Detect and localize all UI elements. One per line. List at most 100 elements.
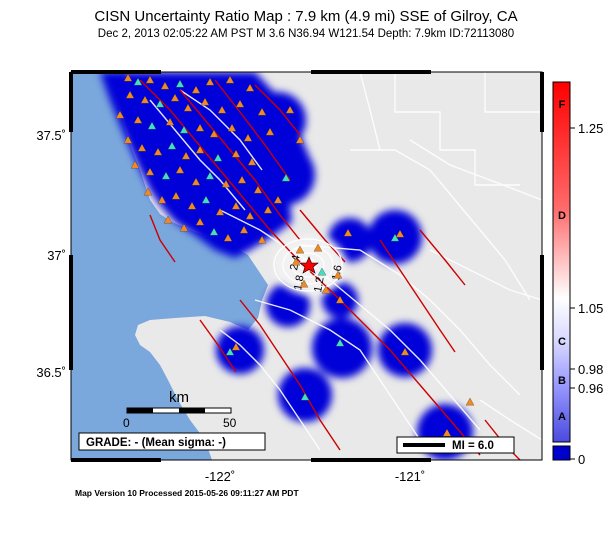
seismic-station-marker bbox=[285, 105, 295, 114]
seismic-station-marker bbox=[217, 105, 227, 114]
legend-label: MI = 6.0 bbox=[452, 440, 494, 452]
intensity-station-marker bbox=[209, 227, 219, 236]
seismic-station-marker bbox=[143, 187, 153, 196]
lat-label-37: 37˚ bbox=[47, 248, 66, 263]
seismic-station-marker bbox=[313, 243, 323, 252]
seismic-station-marker bbox=[263, 205, 273, 214]
map-title: CISN Uncertainty Ratio Map : 7.9 km (4.9… bbox=[94, 8, 518, 25]
seismic-station-marker bbox=[170, 93, 180, 102]
seismic-station-marker bbox=[171, 191, 181, 200]
frame-ticks bbox=[69, 70, 544, 462]
seismic-station-marker bbox=[225, 75, 235, 84]
intensity-station-marker bbox=[133, 77, 143, 86]
seismic-station-marker bbox=[442, 428, 452, 437]
lon-labels: -122˚ -121˚ bbox=[205, 469, 425, 484]
scale-label-0: 0 bbox=[123, 416, 130, 430]
roads bbox=[149, 72, 542, 451]
seismic-station-marker bbox=[195, 145, 205, 154]
seismic-station-marker bbox=[227, 123, 237, 132]
lon-label-122: -122˚ bbox=[205, 469, 235, 484]
seismic-station-marker bbox=[465, 397, 475, 406]
intensity-station-marker bbox=[201, 195, 211, 204]
seismic-station-marker bbox=[231, 149, 241, 158]
lat-label-37-5: 37.5˚ bbox=[36, 128, 66, 143]
seismic-station-marker bbox=[221, 179, 231, 188]
colorbar-tick-label: 0 bbox=[578, 452, 585, 467]
seismic-station-marker bbox=[247, 157, 257, 166]
lat-label-36-5: 36.5˚ bbox=[36, 365, 66, 380]
faults bbox=[139, 79, 521, 460]
seismic-station-marker bbox=[245, 211, 255, 220]
grade-letter-b: B bbox=[558, 375, 566, 387]
seismic-station-marker bbox=[265, 127, 275, 136]
intensity-station-marker bbox=[335, 338, 345, 347]
seismic-station-marker bbox=[157, 195, 167, 204]
intensity-station-marker bbox=[179, 125, 189, 134]
seismic-station-marker bbox=[253, 185, 263, 194]
seismic-station-marker bbox=[231, 342, 241, 351]
intensity-station-marker bbox=[155, 99, 165, 108]
grade-letter-f: F bbox=[559, 99, 566, 111]
lon-label-121: -121˚ bbox=[395, 469, 425, 484]
intensity-station-marker bbox=[167, 141, 177, 150]
seismic-station-marker bbox=[181, 151, 191, 160]
seismic-station-marker bbox=[237, 175, 247, 184]
seismic-station-marker bbox=[115, 110, 125, 119]
intensity-station-marker bbox=[147, 121, 157, 130]
scale-bar: km 0 50 bbox=[123, 389, 237, 430]
seismic-station-marker bbox=[295, 135, 305, 144]
seismic-station-marker bbox=[145, 75, 155, 84]
seismic-station-marker bbox=[175, 165, 185, 174]
seismic-station-marker bbox=[191, 85, 201, 94]
colorbar-tick-label: 1.25 bbox=[578, 121, 603, 136]
seismic-station-marker bbox=[133, 115, 143, 124]
colorbar-tick-label: 0.96 bbox=[578, 381, 603, 396]
seismic-station-marker bbox=[195, 217, 205, 226]
seismic-station-marker bbox=[123, 135, 133, 144]
seismic-station-marker bbox=[140, 95, 150, 104]
seismic-station-marker bbox=[205, 77, 215, 86]
station-markers bbox=[115, 73, 475, 437]
colorbar-tick-label: 0.98 bbox=[578, 362, 603, 377]
seismic-station-marker bbox=[125, 90, 135, 99]
seismic-station-marker bbox=[245, 83, 255, 92]
intensity-station-marker bbox=[175, 79, 185, 88]
seismic-station-marker bbox=[257, 107, 267, 116]
seismic-station-marker bbox=[130, 160, 140, 169]
seismic-station-marker bbox=[215, 207, 225, 216]
grade-text: GRADE: - (Mean sigma: -) bbox=[86, 437, 226, 449]
colorbar-tick-label: 1.05 bbox=[578, 301, 603, 316]
seismic-station-marker bbox=[243, 133, 253, 142]
intensity-station-marker bbox=[161, 171, 171, 180]
contour-label: 1.2 bbox=[312, 276, 326, 293]
scale-unit: km bbox=[169, 389, 189, 406]
intensity-station-marker bbox=[390, 233, 400, 242]
seismic-station-marker bbox=[179, 223, 189, 232]
colorbar-bottom-swatch bbox=[552, 445, 571, 461]
seismic-station-marker bbox=[209, 129, 219, 138]
seismic-station-marker bbox=[163, 215, 173, 224]
event-summary: Dec 2, 2013 02:05:22 AM PST M 3.6 N36.94… bbox=[97, 28, 515, 40]
seismic-station-marker bbox=[273, 195, 283, 204]
seismic-station-marker bbox=[165, 117, 175, 126]
seismic-station-marker bbox=[200, 97, 210, 106]
epicenter-star bbox=[299, 256, 319, 274]
legend-line bbox=[403, 443, 445, 447]
colorbar bbox=[552, 81, 571, 443]
seismic-station-marker bbox=[145, 167, 155, 176]
seismic-station-marker bbox=[195, 123, 205, 132]
seismic-station-marker bbox=[299, 279, 309, 288]
seismic-station-marker bbox=[231, 201, 241, 210]
seismic-station-marker bbox=[291, 257, 301, 266]
seismic-station-marker bbox=[321, 285, 331, 294]
intensity-station-marker bbox=[317, 267, 327, 276]
seismic-station-marker bbox=[123, 73, 133, 82]
seismic-station-marker bbox=[395, 229, 405, 238]
legend-box bbox=[396, 436, 515, 454]
seismic-station-marker bbox=[223, 233, 233, 242]
seismic-station-marker bbox=[160, 81, 170, 90]
lat-labels: 37.5˚ 37˚ 36.5˚ bbox=[36, 128, 66, 380]
seismic-station-marker bbox=[183, 103, 193, 112]
map-version-footer: Map Version 10 Processed 2015-05-26 09:1… bbox=[75, 488, 299, 498]
